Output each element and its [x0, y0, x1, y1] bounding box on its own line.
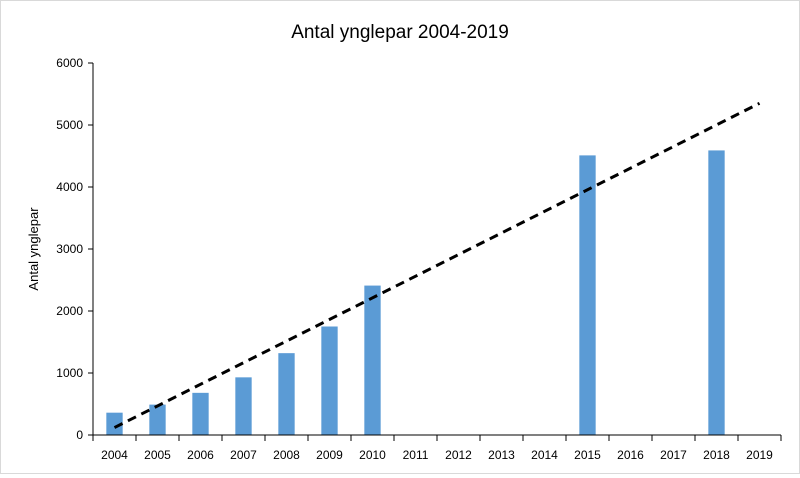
- x-tick-label: 2016: [617, 448, 644, 462]
- x-tick-label: 2010: [359, 448, 386, 462]
- x-tick-label: 2018: [703, 448, 730, 462]
- bar-2005: [149, 404, 166, 435]
- x-tick-label: 2015: [574, 448, 601, 462]
- x-tick-label: 2012: [445, 448, 472, 462]
- trendline: [113, 101, 761, 429]
- chart-title: Antal ynglepar 2004-2019: [291, 22, 509, 43]
- y-tick-label: 6000: [56, 56, 83, 70]
- x-tick-label: 2017: [660, 448, 687, 462]
- y-axis-ticks: 0 1000 2000 3000 4000 5000 6000: [56, 56, 93, 442]
- bar-2015: [579, 155, 596, 435]
- bar-2007: [235, 377, 252, 435]
- bar-2018: [708, 150, 725, 436]
- x-tick-label: 2006: [187, 448, 214, 462]
- bar-2009: [321, 326, 338, 435]
- bar-2010: [364, 285, 381, 435]
- x-tick-label: 2011: [403, 448, 429, 462]
- x-axis-ticks: 2004 2005 2006 2007 2008 2009 2010 2011 2012 2013…: [92, 435, 782, 462]
- x-tick-label: 2014: [531, 448, 558, 462]
- y-tick-label: 2000: [56, 304, 83, 318]
- y-axis-label: Antal ynglepar: [26, 207, 41, 291]
- trendline-path: [113, 101, 761, 429]
- bar-series: [106, 150, 725, 436]
- bar-2004: [106, 412, 123, 435]
- x-tick-label: 2004: [101, 448, 128, 462]
- bar-2006: [192, 392, 209, 435]
- y-tick-label: 1000: [56, 366, 83, 380]
- x-tick-label: 2005: [144, 448, 171, 462]
- y-tick-label: 4000: [56, 180, 83, 194]
- y-tick-label: 0: [76, 428, 83, 442]
- x-tick-label: 2019: [746, 448, 773, 462]
- axes: [92, 63, 781, 436]
- x-tick-label: 2009: [316, 448, 343, 462]
- x-tick-label: 2007: [230, 448, 257, 462]
- y-tick-label: 3000: [56, 242, 83, 256]
- x-tick-label: 2008: [273, 448, 300, 462]
- bar-2008: [278, 353, 295, 435]
- x-tick-label: 2013: [488, 448, 515, 462]
- y-tick-label: 5000: [56, 118, 83, 132]
